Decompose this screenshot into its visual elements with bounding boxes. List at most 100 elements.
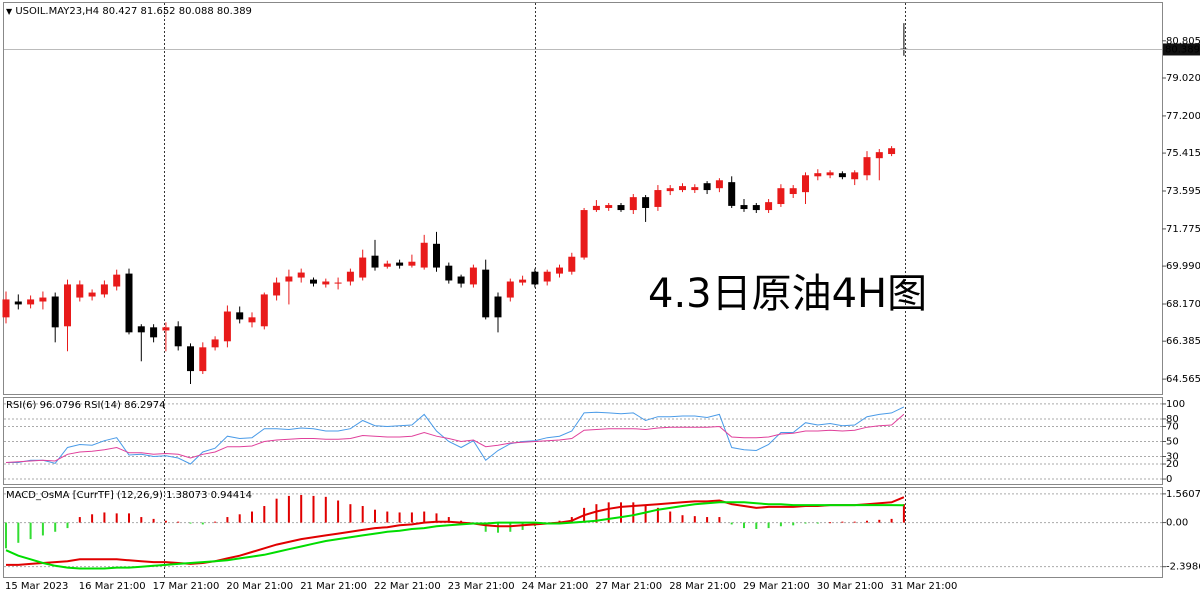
histogram-bar — [423, 511, 426, 523]
x-tick-label: 27 Mar 21:00 — [595, 581, 662, 592]
menu-arrow[interactable]: ▼ — [6, 7, 13, 16]
candle-body — [27, 299, 35, 305]
histogram-bar — [767, 522, 770, 529]
candle-body — [556, 267, 563, 274]
x-tick-label: 23 Mar 21:00 — [448, 581, 515, 592]
candle-body — [580, 210, 588, 258]
candle-body — [371, 255, 379, 268]
histogram-bar — [779, 522, 782, 527]
histogram-bar — [5, 522, 7, 549]
candle-body — [752, 205, 760, 211]
histogram-bar — [816, 522, 819, 524]
candle-body — [691, 187, 699, 191]
histogram-bar — [792, 522, 795, 526]
y-tick-label: 66.385 — [1166, 336, 1200, 347]
plot: 80.805 79.020 77.200 75.415 73.595 71.775 69.9… — [2, 23, 1200, 592]
histogram-bar — [275, 498, 278, 523]
rsi-header: RSI(6) 96.0796 RSI(14) 86.2974 — [6, 400, 165, 411]
histogram-bar — [66, 522, 69, 529]
histogram-bar — [607, 502, 610, 523]
candle-body — [64, 284, 71, 327]
histogram-bar — [177, 521, 180, 523]
candle-body — [76, 284, 84, 298]
candle-body — [433, 243, 440, 268]
histogram-bar — [730, 522, 733, 525]
histogram-bar — [902, 504, 905, 523]
histogram-bar — [17, 522, 20, 543]
candle-body — [223, 311, 231, 342]
histogram-bar — [829, 522, 832, 524]
histogram-bar — [755, 522, 758, 530]
histogram-bar — [115, 513, 118, 523]
macd-value: 1.38073 — [166, 490, 207, 501]
histogram-bar — [201, 522, 204, 525]
histogram-bar — [91, 514, 94, 523]
histogram-bar — [164, 520, 167, 523]
candle-body — [359, 257, 367, 278]
indicator-line — [5, 413, 905, 463]
y-tick-label: 64.565 — [1166, 374, 1200, 385]
y-tick-label: 69.990 — [1166, 261, 1200, 272]
last-low: 80.088 — [179, 6, 214, 17]
candle-body — [851, 172, 859, 180]
candle-body — [543, 271, 551, 282]
candle-body — [420, 242, 428, 268]
x-tick-label: 17 Mar 21:00 — [153, 581, 220, 592]
candle-body — [482, 269, 490, 318]
histogram-bar — [804, 522, 807, 524]
x-tick-label: 16 Mar 21:00 — [79, 581, 146, 592]
candle-body — [765, 202, 773, 211]
candle-body — [789, 188, 797, 195]
histogram-bar — [238, 514, 241, 523]
candle-body — [568, 256, 576, 272]
histogram-bar — [841, 521, 844, 523]
x-tick-label: 31 Mar 21:00 — [891, 581, 958, 592]
candle-body — [260, 294, 268, 327]
price-box — [1163, 43, 1200, 56]
histogram-bar — [189, 522, 192, 524]
candle-body — [605, 205, 613, 208]
indicator-line — [6, 406, 905, 465]
main-header: ▼ USOIL.MAY23,H4 80.427 81.652 80.088 80… — [6, 6, 252, 17]
candle-body — [519, 279, 527, 283]
histogram-bar — [29, 522, 32, 540]
candle-body — [162, 327, 170, 331]
y-tick-label: 1.5607 — [1166, 489, 1200, 500]
candle-body — [297, 272, 305, 278]
histogram-bar — [398, 512, 401, 523]
rsi-value: 96.0796 — [40, 400, 81, 411]
candle-body — [802, 175, 809, 193]
candle-body — [666, 188, 674, 192]
histogram-bar — [644, 506, 647, 523]
candle-body — [273, 282, 281, 296]
last-high: 81.652 — [141, 6, 176, 17]
macd-line — [5, 501, 904, 570]
candle-body — [592, 205, 600, 211]
y-tick-label: 30 — [1166, 452, 1179, 463]
histogram-bar — [128, 513, 130, 523]
y-tick-label: 68.170 — [1166, 299, 1200, 310]
candle-body — [838, 173, 846, 178]
candle-body — [875, 152, 883, 159]
x-tick-label: 24 Mar 21:00 — [522, 581, 589, 592]
candle-body — [629, 197, 637, 211]
candle-body — [248, 317, 256, 323]
histogram-bar — [410, 512, 413, 523]
histogram-bar — [349, 504, 352, 523]
y-tick-label: -2.39867 — [1166, 562, 1200, 573]
candle-body — [100, 284, 108, 295]
candle-body — [174, 326, 182, 347]
candle-body — [236, 312, 244, 320]
y-tick-label: 80.805 — [1166, 36, 1200, 47]
y-tick-label: 50 — [1166, 436, 1179, 447]
histogram-bar — [681, 515, 684, 523]
annotation: 4.3日原油4H图 — [648, 271, 927, 317]
candle-body — [531, 271, 539, 285]
y-tick-label: 71.775 — [1166, 224, 1200, 235]
histogram-bar — [337, 500, 340, 523]
histogram-bar — [140, 517, 143, 523]
candle-body — [187, 346, 194, 372]
candle-body — [457, 276, 465, 284]
